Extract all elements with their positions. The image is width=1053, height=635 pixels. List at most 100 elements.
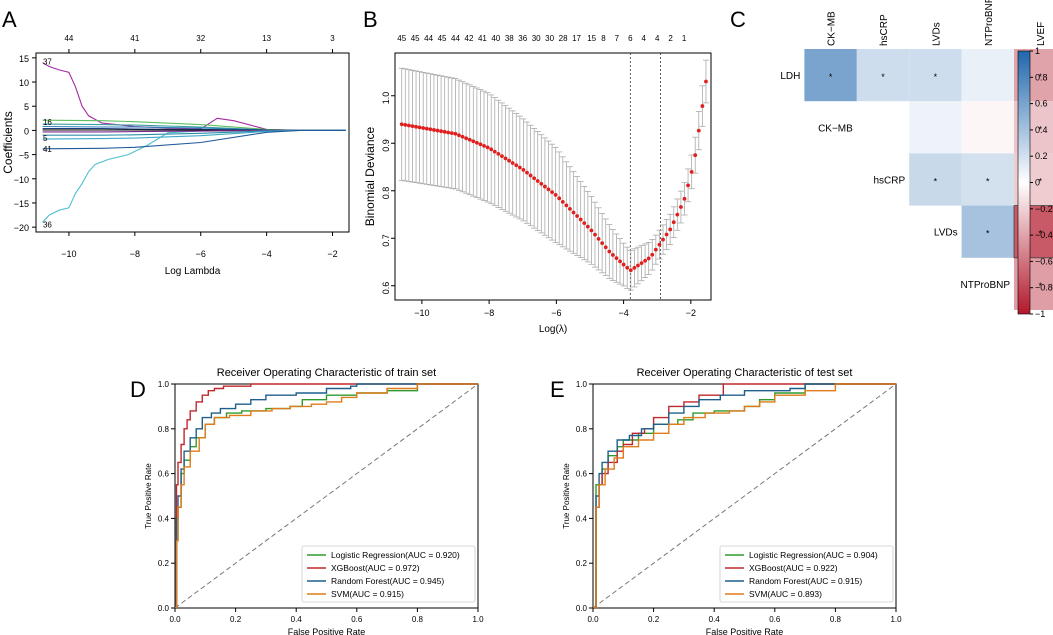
d-legend-box	[301, 545, 476, 603]
corr-col-label: hsCRP	[879, 14, 890, 46]
highlight-cell-border	[1013, 205, 1053, 259]
significance-marker: *	[986, 177, 990, 187]
deviance-point	[625, 265, 630, 270]
e-xtick-label: 0.8	[830, 615, 842, 624]
deviance-point	[432, 128, 436, 132]
deviance-point	[650, 252, 655, 257]
d-ytick-label: 0.4	[158, 514, 170, 523]
deviance-point	[535, 179, 540, 183]
e-xtick-label: 0.0	[587, 615, 599, 624]
colorbar-tick-label: 0.4	[1035, 125, 1048, 135]
deviance-point	[682, 196, 687, 201]
e-ytick-label: 0.0	[576, 604, 588, 613]
d-roc-curve-3	[175, 383, 478, 609]
e-xtick-label: 0.6	[769, 615, 781, 624]
b-top-count-label: 17	[572, 34, 581, 43]
corr-col-label: LVDs	[931, 22, 942, 46]
b-top-count-label: 45	[438, 34, 447, 43]
deviance-point	[596, 236, 601, 241]
b-top-count-label: 30	[532, 34, 541, 43]
b-ytick-label: 0.6	[381, 282, 391, 295]
panel-label-c: C	[730, 7, 746, 32]
panel-label-e: E	[550, 377, 565, 402]
panel-label-a: A	[2, 7, 17, 32]
b-top-count-label: 45	[411, 34, 420, 43]
d-xtick-label: 1.0	[472, 615, 484, 624]
a-x-axis-label: Log Lambda	[165, 266, 221, 277]
deviance-point	[621, 262, 626, 267]
deviance-point	[417, 125, 422, 130]
significance-marker: *	[881, 72, 885, 82]
colorbar-tick-label: −0.6	[1035, 256, 1053, 266]
e-ytick-label: 0.2	[576, 559, 588, 568]
deviance-point	[489, 147, 494, 152]
deviance-point	[550, 190, 554, 195]
d-xtick-label: 0.4	[291, 615, 303, 624]
significance-marker: *	[1038, 72, 1042, 82]
deviance-point	[679, 205, 683, 209]
significance-marker: *	[1038, 177, 1042, 187]
corr-row-label: CK−MB	[818, 123, 853, 134]
deviance-point	[671, 220, 676, 225]
a-ytick-label: −5	[19, 151, 29, 161]
a-top-tick-label: 32	[196, 34, 205, 43]
a-top-tick-label: 41	[130, 34, 139, 43]
b-x-axis-label: Log(λ)	[539, 324, 567, 335]
deviance-point	[525, 170, 529, 175]
deviance-point	[585, 224, 590, 229]
a-ytick-label: 15	[19, 54, 29, 64]
coefficient-path-1	[42, 129, 346, 223]
significance-marker: *	[934, 177, 938, 187]
deviance-point	[414, 124, 418, 129]
corr-cell	[961, 101, 1014, 154]
deviance-point	[467, 137, 472, 142]
b-top-count-label: 8	[601, 34, 606, 43]
a-ytick-label: 5	[24, 102, 29, 112]
panel-c-correlation-heatmap: * * * * * * * * * * * CK−MB hsCRP LVDs NTProBNP LVEF LDH…	[780, 0, 1053, 319]
corr-row-label: LDH	[780, 71, 800, 82]
deviance-point	[686, 183, 690, 188]
colorbar-tick-label: 1	[1035, 46, 1040, 56]
corr-row-label: LVDs	[934, 228, 958, 239]
deviance-point	[500, 154, 504, 159]
deviance-point	[485, 145, 490, 150]
e-y-axis-label: True Positive Rate	[562, 463, 571, 529]
b-y-axis-label: Binomial Deviance	[363, 126, 377, 226]
panel-d-roc: 0.0 0.0 0.2 0.2 0.4 0.4 0.6 0.6 0.8 0.8 1.0 1.0 Rece…	[144, 367, 484, 635]
b-top-count-label: 1	[682, 34, 687, 43]
d-legend-entry: SVM(AUC = 0.915)	[331, 589, 404, 599]
deviance-point	[457, 133, 461, 138]
deviance-point	[492, 149, 497, 154]
a-ytick-label: −15	[14, 199, 29, 209]
deviance-point	[474, 140, 479, 145]
corr-col-label: LVEF	[1036, 22, 1047, 46]
deviance-point	[553, 193, 558, 197]
e-xtick-label: 1.0	[890, 615, 902, 624]
deviance-point	[542, 184, 547, 189]
deviance-point	[435, 128, 440, 133]
deviance-point	[693, 153, 698, 158]
corr-cell	[961, 205, 1014, 258]
e-legend-entry: Random Forest(AUC = 0.915)	[749, 576, 862, 586]
deviance-point	[496, 151, 501, 156]
e-legend: Logistic Regression(AUC = 0.904) XGBoost(…	[719, 545, 894, 603]
b-top-count-label: 6	[628, 34, 633, 43]
deviance-point	[639, 261, 644, 266]
a-top-tick-label: 44	[64, 34, 73, 43]
significance-marker: *	[1038, 124, 1042, 134]
e-legend-box	[719, 545, 894, 603]
d-xtick-label: 0.8	[412, 615, 424, 624]
panel-e-roc: 0.0 0.0 0.2 0.2 0.4 0.4 0.6 0.6 0.8 0.8 1.0 1.0 Rece…	[562, 367, 902, 635]
b-top-count-label: 30	[545, 34, 554, 43]
deviance-point	[610, 253, 615, 257]
a-xtick-label: −2	[327, 249, 337, 259]
d-chart-title: Receiver Operating Characteristic of tra…	[217, 367, 436, 379]
d-legend: Logistic Regression(AUC = 0.920) XGBoost(…	[301, 545, 476, 603]
deviance-point	[575, 214, 580, 218]
colorbar	[1017, 50, 1031, 315]
e-legend-entry: XGBoost(AUC = 0.922)	[749, 563, 838, 573]
colorbar-tick-label: 0.8	[1035, 72, 1048, 82]
d-xtick-label: 0.0	[169, 615, 181, 624]
corr-cell	[961, 49, 1014, 102]
